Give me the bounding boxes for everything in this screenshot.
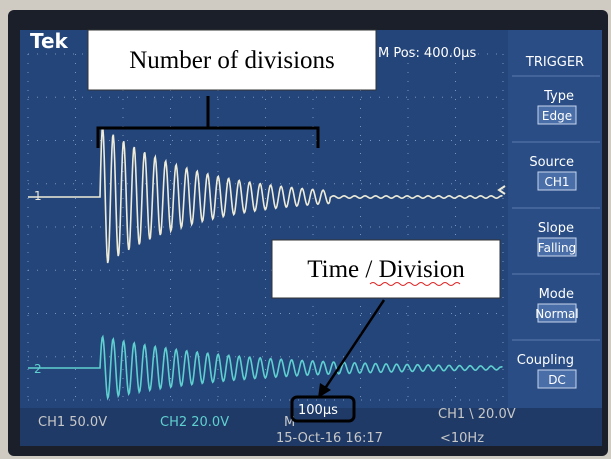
menu-value: CH1 — [544, 175, 569, 189]
brand: Tek — [30, 29, 69, 53]
menu-label: Type — [543, 89, 574, 104]
menu-title: TRIGGER — [525, 55, 584, 70]
channel-marker: 1 — [34, 189, 42, 203]
oscilloscope-photo: Tek M Pos: 400.0µs 1 2 TRIGGER Type Edge S… — [0, 0, 611, 459]
menu-label: Coupling — [517, 353, 574, 368]
date: 15-Oct-16 16:17 — [276, 431, 383, 446]
annotation-label: Number of divisions — [129, 47, 335, 74]
frequency: <10Hz — [440, 431, 484, 446]
menu-label: Source — [529, 155, 574, 170]
position: M Pos: 400.0µs — [378, 46, 476, 61]
ch2-scale: CH2 20.0V — [160, 415, 229, 430]
menu-label: Slope — [538, 221, 574, 236]
menu-value: Edge — [542, 109, 572, 123]
trigger-status: CH1 \ 20.0V — [438, 407, 516, 422]
time-scale: 100µs — [298, 403, 338, 418]
menu-value: DC — [548, 373, 566, 387]
menu-value: Falling — [538, 241, 576, 255]
menu-value: Normal — [535, 307, 578, 321]
annotation-label: Time / Division — [307, 256, 465, 283]
ch1-scale: CH1 50.0V — [38, 415, 107, 430]
menu-label: Mode — [539, 287, 574, 302]
channel-marker: 2 — [34, 362, 42, 376]
menu-panel — [508, 30, 602, 408]
